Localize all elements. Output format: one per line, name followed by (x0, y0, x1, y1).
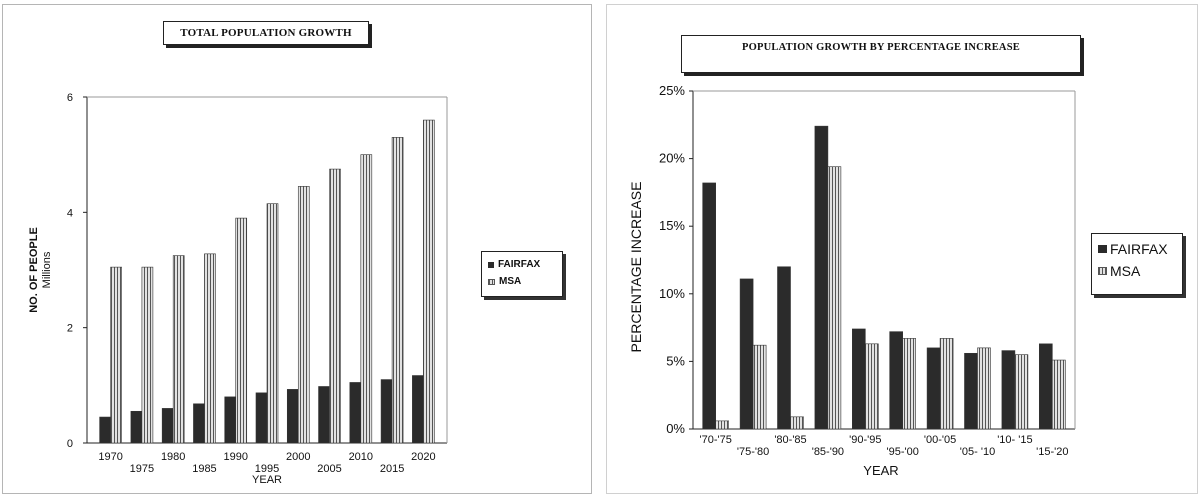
bar-msa-1970 (110, 266, 122, 444)
bar-fairfax-2015 (380, 379, 393, 444)
x-tick-label: 1990 (223, 451, 247, 463)
legend-swatch-msa (1098, 267, 1107, 275)
bar-msa-0510 (977, 347, 991, 430)
y-tick-label: 10% (659, 286, 685, 301)
y-axis-subtitle: Millions (41, 251, 53, 288)
right-chart-legend: FAIRFAX MSA (1091, 233, 1183, 295)
total-population-chart-panel: TOTAL POPULATION GROWTH 0 2 4 6 1970 1975 1980… (2, 4, 592, 494)
x-tick-label: 2020 (411, 451, 435, 463)
x-tick-label: 2000 (286, 451, 310, 463)
bar-fairfax-1985 (193, 403, 205, 444)
left-chart-svg: 0 2 4 6 1970 1975 1980 1985 1990 1995 2000 2005 2010… (28, 92, 448, 486)
y-tick-label: 4 (67, 207, 73, 219)
bar-msa-1990 (235, 217, 248, 444)
bar-fairfax-0005 (926, 347, 941, 430)
x-tick-label: '05- '10 (960, 446, 995, 458)
left-legend-item-msa: MSA (488, 276, 562, 287)
x-tick-label: 1970 (98, 451, 122, 463)
x-tick-label: '00-'05 (924, 434, 956, 446)
x-tick-label: 2005 (317, 463, 341, 475)
legend-label-msa: MSA (499, 276, 522, 287)
bar-fairfax-7075 (702, 182, 716, 430)
bar-msa-7580 (752, 344, 767, 430)
bar-fairfax-8590 (814, 125, 829, 430)
bar-msa-2005 (329, 168, 341, 444)
y-tick-label: 15% (659, 218, 685, 233)
legend-label-fairfax: FAIRFAX (1110, 241, 1168, 257)
bar-fairfax-2000 (286, 389, 299, 444)
bar-fairfax-9500 (889, 331, 904, 430)
bar-msa-1985 (204, 253, 216, 444)
left-legend-item-fairfax: FAIRFAX (488, 259, 562, 270)
right-legend-item-msa: MSA (1098, 263, 1182, 279)
y-tick-label: 6 (67, 92, 73, 104)
bar-fairfax-2010 (349, 382, 362, 444)
percentage-growth-chart-panel: POPULATION GROWTH BY PERCENTAGE INCREASE… (606, 4, 1198, 494)
bar-fairfax-1015 (1001, 350, 1016, 430)
x-tick-label: '90-'95 (849, 434, 881, 446)
x-axis-title: YEAR (252, 474, 282, 486)
bar-msa-9500 (902, 338, 917, 430)
right-legend-item-fairfax: FAIRFAX (1098, 241, 1182, 257)
x-tick-label: 1980 (161, 451, 185, 463)
y-axis-title: NO. OF PEOPLE (28, 227, 40, 313)
bar-fairfax-9095 (852, 328, 866, 430)
bar-msa-2010 (360, 154, 373, 444)
y-tick-label: 20% (659, 151, 685, 166)
bar-msa-0005 (939, 338, 954, 430)
x-tick-label: 1985 (192, 463, 216, 475)
bar-fairfax-1995 (255, 392, 268, 444)
bar-msa-2000 (297, 186, 310, 444)
legend-swatch-msa (488, 278, 495, 285)
bar-msa-2015 (391, 137, 404, 444)
bar-fairfax-0510 (964, 352, 978, 430)
bar-msa-1015 (1014, 354, 1029, 430)
legend-label-msa: MSA (1110, 263, 1141, 279)
bar-fairfax-8085 (777, 266, 791, 430)
x-axis-title: YEAR (863, 463, 898, 478)
x-tick-label: '10- '15 (997, 434, 1032, 446)
x-tick-label: '15-'20 (1036, 446, 1068, 458)
right-chart-svg: 0% 5% 10% 15% 20% 25% '70-'75 '75-'80 '80-'85 '85… (628, 83, 1076, 478)
bar-fairfax-1990 (224, 396, 237, 444)
bar-msa-1975 (141, 266, 154, 444)
y-tick-label: 0% (666, 421, 685, 436)
bar-fairfax-1520 (1038, 343, 1053, 430)
x-tick-label: 1975 (130, 463, 154, 475)
bar-msa-2020 (423, 119, 435, 444)
bar-msa-1995 (266, 203, 279, 444)
y-tick-label: 0 (67, 438, 73, 450)
x-tick-label: '80-'85 (774, 434, 806, 446)
bar-msa-1520 (1051, 359, 1066, 430)
bar-msa-9095 (864, 343, 879, 430)
bar-fairfax-1970 (99, 416, 111, 444)
x-tick-label: 2015 (380, 463, 404, 475)
x-tick-label: '75-'80 (737, 446, 769, 458)
bar-fairfax-1980 (161, 408, 174, 444)
y-tick-label: 2 (67, 323, 73, 335)
y-tick-label: 5% (666, 353, 685, 368)
bar-msa-8590 (827, 166, 842, 430)
right-chart-title: POPULATION GROWTH BY PERCENTAGE INCREASE (681, 35, 1081, 73)
bar-fairfax-1975 (130, 410, 143, 444)
y-tick-label: 25% (659, 83, 685, 98)
x-tick-label: 2010 (349, 451, 373, 463)
left-chart-title: TOTAL POPULATION GROWTH (163, 21, 369, 45)
bar-fairfax-2020 (412, 375, 424, 444)
y-axis-title: PERCENTAGE INCREASE (628, 182, 644, 353)
x-tick-label: '95-'00 (887, 446, 919, 458)
bar-fairfax-7580 (739, 278, 754, 430)
bar-msa-7075 (715, 420, 729, 430)
legend-label-fairfax: FAIRFAX (498, 259, 541, 270)
x-tick-label: '85-'90 (812, 446, 844, 458)
bar-msa-1980 (172, 255, 185, 444)
bar-msa-8085 (790, 416, 804, 430)
x-tick-label: '70-'75 (700, 434, 732, 446)
legend-swatch-fairfax (1098, 245, 1107, 253)
left-chart-legend: FAIRFAX MSA (481, 251, 563, 297)
x-tick-label: 1995 (255, 463, 279, 475)
bar-fairfax-2005 (318, 386, 330, 444)
legend-swatch-fairfax (488, 261, 494, 268)
